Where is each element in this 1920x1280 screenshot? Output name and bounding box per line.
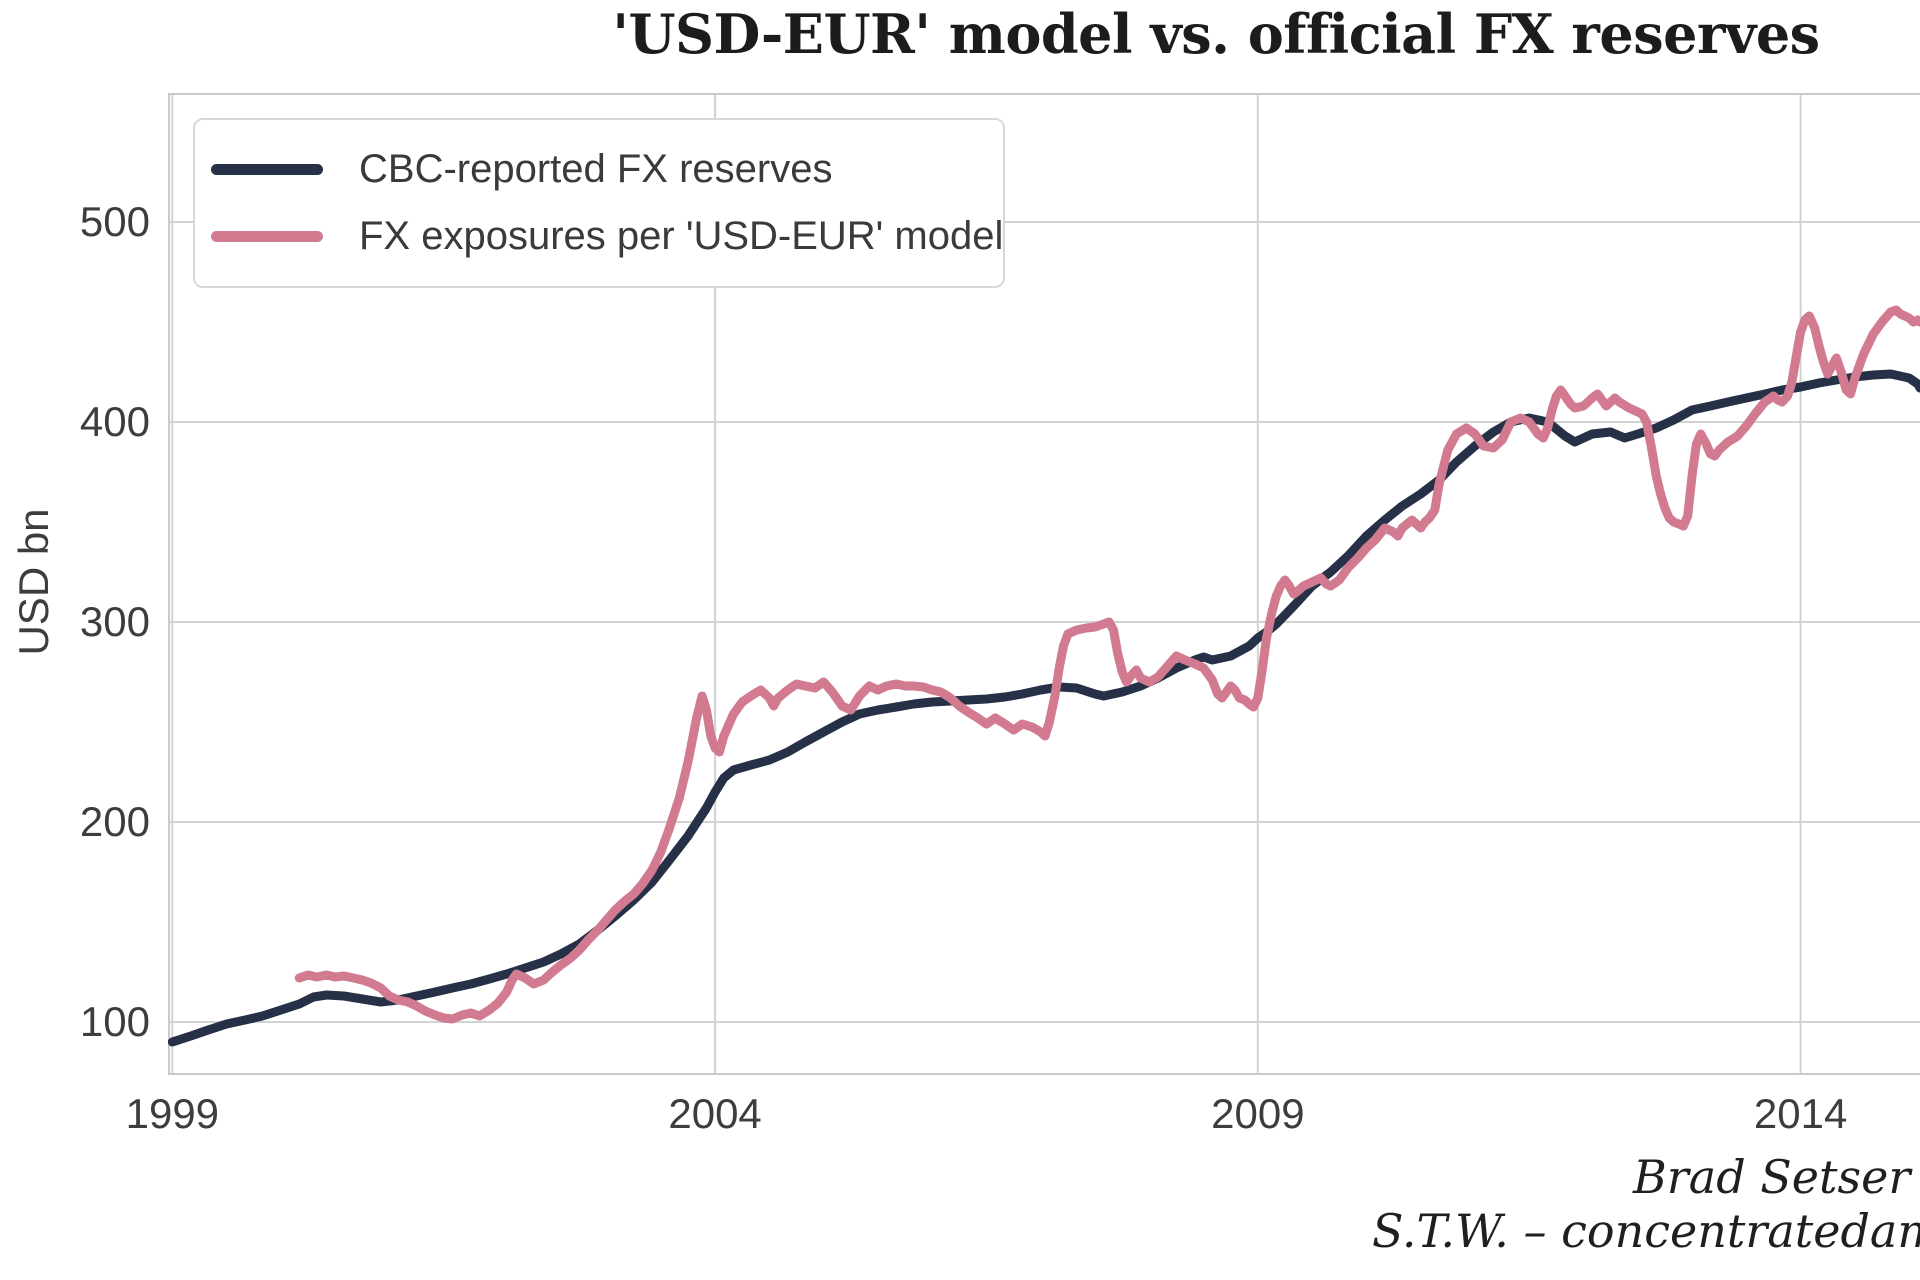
series-line-0 [168, 369, 1920, 1047]
legend-line-swatch-icon [211, 163, 323, 175]
credit-source: S.T.W. – concentratedamb [1372, 1204, 1920, 1258]
x-tick-label: 2009 [1211, 1090, 1305, 1137]
legend-row: FX exposures per 'USD-EUR' model [195, 214, 1003, 259]
y-tick-label: 100 [79, 998, 150, 1045]
legend-label: FX exposures per 'USD-EUR' model [359, 214, 1004, 259]
credit-author: Brad Setser [1633, 1150, 1911, 1204]
plot-area [168, 93, 1920, 1075]
x-tick-label: 2004 [668, 1090, 762, 1137]
legend-row: CBC-reported FX reserves [195, 147, 1003, 192]
x-tick-label: 2014 [1753, 1090, 1848, 1137]
y-tick-label: 500 [79, 198, 150, 245]
legend-line-swatch-icon [211, 231, 323, 243]
y-tick-label: 400 [79, 398, 150, 445]
y-tick-label: 300 [79, 598, 150, 645]
chart-title: 'USD-EUR' model vs. official FX reserves [612, 2, 1820, 66]
legend-label: CBC-reported FX reserves [359, 146, 833, 191]
y-tick-label: 200 [79, 798, 150, 845]
series-line-1 [294, 305, 1920, 1024]
plot-svg [168, 93, 1920, 1075]
x-tick-label: 1999 [125, 1090, 220, 1137]
legend: CBC-reported FX reserves FX exposures per… [193, 118, 1005, 288]
